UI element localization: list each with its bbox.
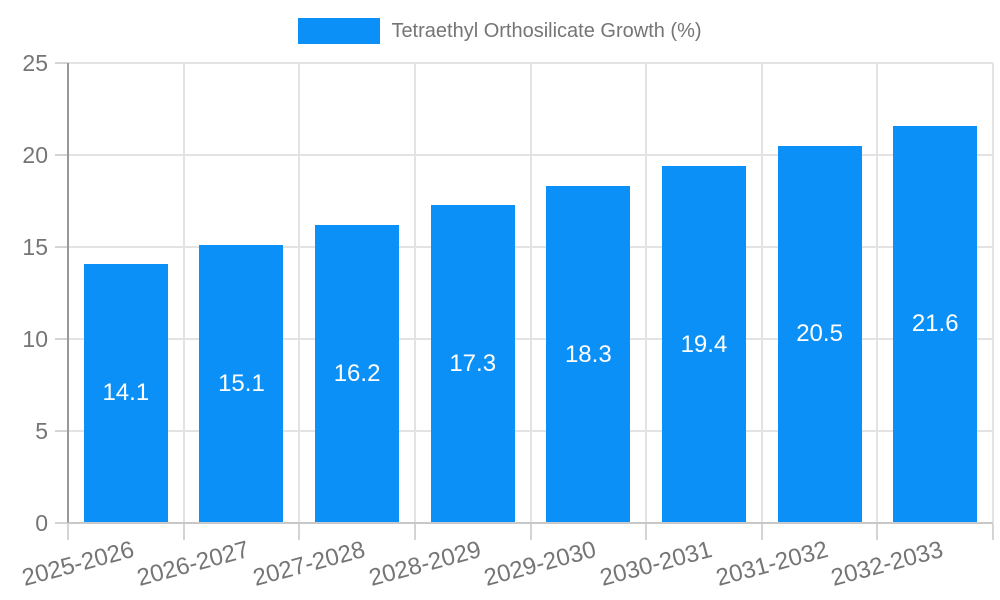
x-axis-tick <box>529 524 532 540</box>
x-axis-tick <box>67 524 69 540</box>
y-tick-label: 0 <box>35 510 48 536</box>
bar-value-label: 20.5 <box>796 320 843 348</box>
bar-value-label: 15.1 <box>218 370 265 398</box>
y-tick-label: 25 <box>22 50 48 76</box>
bar-value-label: 16.2 <box>333 359 381 387</box>
y-axis-tick <box>55 62 68 64</box>
x-axis-tick <box>876 524 879 540</box>
bar: 14.1 <box>83 263 168 523</box>
bar-value-label: 21.6 <box>911 310 959 338</box>
y-axis-tick <box>55 246 68 248</box>
bar: 16.2 <box>315 224 400 523</box>
gridline-vertical <box>413 63 416 523</box>
bar-value-label: 18.3 <box>564 340 612 368</box>
gridline-vertical <box>182 63 185 523</box>
x-axis-tick <box>760 524 763 540</box>
gridline-vertical <box>645 63 648 523</box>
legend-swatch <box>298 18 381 44</box>
bar: 18.3 <box>546 186 631 523</box>
y-tick-label: 20 <box>22 142 48 168</box>
bar-value-label: 14.1 <box>102 379 150 407</box>
bar: 19.4 <box>661 166 746 523</box>
gridline-vertical <box>298 63 301 523</box>
x-axis-line <box>68 522 993 524</box>
bar-value-label: 19.4 <box>680 330 728 358</box>
legend: Tetraethyl Orthosilicate Growth (%) <box>0 17 1000 45</box>
gridline-vertical <box>760 63 763 523</box>
bar: 20.5 <box>777 145 862 523</box>
x-axis-tick <box>645 524 648 540</box>
x-axis-tick <box>413 524 416 540</box>
y-axis-tick <box>55 338 68 340</box>
y-tick-label: 5 <box>35 418 48 444</box>
x-axis-tick <box>298 524 301 540</box>
gridline-vertical <box>992 63 994 523</box>
bar: 17.3 <box>430 204 515 523</box>
legend-label: Tetraethyl Orthosilicate Growth (%) <box>391 20 702 42</box>
bar-value-label: 17.3 <box>449 349 497 377</box>
bar: 21.6 <box>893 125 978 523</box>
gridline-vertical <box>529 63 532 523</box>
y-tick-label: 10 <box>22 326 48 352</box>
x-axis-tick <box>182 524 185 540</box>
y-axis-tick <box>55 522 68 524</box>
y-axis-tick <box>55 430 68 432</box>
bar: 15.1 <box>199 245 284 523</box>
y-axis-tick <box>55 154 68 156</box>
gridline-vertical <box>876 63 879 523</box>
y-tick-label: 15 <box>22 234 48 260</box>
x-axis-tick <box>992 524 994 540</box>
y-axis-line <box>67 63 69 523</box>
